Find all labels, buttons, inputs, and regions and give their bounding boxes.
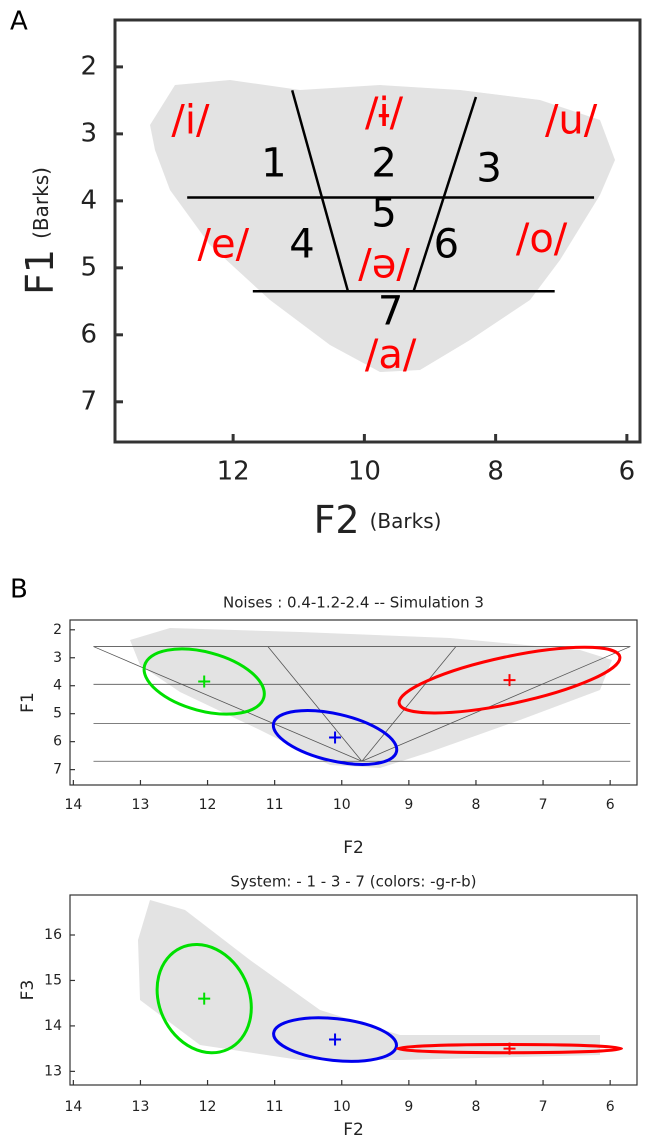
dispersion-ellipse bbox=[142, 647, 266, 716]
x-axis-label: F2 (Barks) bbox=[314, 498, 442, 542]
y-tick-label: 5 bbox=[53, 706, 62, 722]
x-axis-unit: (Barks) bbox=[370, 509, 442, 533]
x-axis-label: F2 bbox=[343, 838, 364, 858]
center-cross bbox=[329, 731, 342, 744]
center-cross bbox=[503, 674, 516, 687]
plot-frame bbox=[113, 18, 642, 444]
annotation: 6 bbox=[434, 221, 459, 267]
x-tick-label: 10 bbox=[333, 1099, 351, 1115]
y-axis-title: F1 bbox=[18, 692, 38, 713]
y-axis-unit: (Barks) bbox=[29, 167, 53, 239]
x-tick-label: 13 bbox=[132, 797, 150, 813]
y-tick-label: 4 bbox=[80, 185, 97, 215]
y-tick-label: 13 bbox=[44, 1063, 62, 1079]
panel-label: B bbox=[10, 575, 28, 605]
x-tick-label: 6 bbox=[606, 797, 615, 813]
region-line bbox=[290, 89, 350, 292]
center-cross bbox=[329, 1033, 342, 1046]
y-tick-label: 7 bbox=[53, 762, 62, 778]
annotation: 2 bbox=[371, 140, 396, 186]
point-cloud bbox=[150, 80, 615, 372]
region-line bbox=[361, 646, 631, 762]
y-axis-title: F3 bbox=[18, 980, 38, 1001]
annotation: 4 bbox=[289, 221, 314, 267]
y-tick-label: 6 bbox=[53, 734, 62, 750]
y-tick-label: 3 bbox=[53, 650, 62, 666]
y-tick-label: 4 bbox=[53, 678, 62, 694]
plot-frame bbox=[69, 619, 638, 786]
x-tick-label: 9 bbox=[404, 1099, 413, 1115]
annotation: 7 bbox=[378, 288, 403, 334]
x-tick-label: 12 bbox=[199, 797, 217, 813]
region-line bbox=[93, 646, 363, 762]
dispersion-ellipse bbox=[271, 709, 399, 766]
annotation: /a/ bbox=[365, 332, 417, 378]
x-tick-label: 8 bbox=[471, 1099, 480, 1115]
annotation: 3 bbox=[476, 146, 501, 192]
dispersion-ellipse bbox=[397, 645, 622, 715]
x-tick-label: 12 bbox=[199, 1099, 217, 1115]
panel-label: A bbox=[10, 7, 28, 37]
y-axis-label: F1 (Barks) bbox=[18, 167, 62, 295]
annotation: /ə/ bbox=[358, 242, 410, 288]
point-cloud bbox=[130, 628, 612, 768]
x-tick-label: 14 bbox=[64, 1099, 82, 1115]
y-tick-label: 15 bbox=[44, 972, 62, 988]
annotation: 5 bbox=[371, 191, 396, 237]
y-tick-label: 3 bbox=[80, 118, 97, 148]
x-tick-label: 11 bbox=[266, 797, 284, 813]
chart-title: System: - 1 - 3 - 7 (colors: -g-r-b) bbox=[231, 873, 477, 891]
x-tick-label: 10 bbox=[333, 797, 351, 813]
y-tick-label: 16 bbox=[44, 927, 62, 943]
y-axis-label: F1 bbox=[18, 692, 38, 713]
x-axis-title: F2 bbox=[343, 1120, 364, 1140]
plot-frame bbox=[69, 894, 638, 1086]
annotation: /o/ bbox=[516, 216, 568, 262]
x-tick-label: 8 bbox=[487, 457, 504, 487]
x-tick-label: 6 bbox=[606, 1099, 615, 1115]
region-line bbox=[412, 96, 478, 292]
x-tick-label: 10 bbox=[348, 457, 381, 487]
center-cross bbox=[503, 1042, 516, 1055]
y-tick-label: 2 bbox=[53, 622, 62, 638]
annotation: /ɨ/ bbox=[365, 90, 404, 136]
annotation: /e/ bbox=[198, 221, 250, 267]
annotation: /i/ bbox=[171, 97, 210, 143]
dispersion-ellipse bbox=[155, 943, 253, 1055]
x-tick-label: 9 bbox=[404, 797, 413, 813]
x-tick-label: 12 bbox=[217, 457, 250, 487]
chart-title: Noises : 0.4-1.2-2.4 -- Simulation 3 bbox=[223, 594, 484, 612]
y-axis-label: F3 bbox=[18, 980, 38, 1001]
center-cross bbox=[198, 675, 211, 688]
x-tick-label: 11 bbox=[266, 1099, 284, 1115]
x-axis-title: F2 bbox=[343, 838, 364, 858]
x-tick-label: 8 bbox=[471, 797, 480, 813]
point-cloud bbox=[138, 900, 600, 1060]
x-tick-label: 13 bbox=[132, 1099, 150, 1115]
x-axis-label: F2 bbox=[343, 1120, 364, 1140]
x-tick-label: 7 bbox=[539, 1099, 548, 1115]
y-tick-label: 6 bbox=[80, 319, 97, 349]
x-tick-label: 14 bbox=[64, 797, 82, 813]
annotation: /u/ bbox=[545, 97, 598, 143]
y-axis-title: F1 bbox=[18, 249, 62, 295]
region-line bbox=[267, 646, 363, 762]
region-line bbox=[361, 646, 457, 762]
y-tick-label: 2 bbox=[80, 51, 97, 81]
y-tick-label: 7 bbox=[80, 386, 97, 416]
x-tick-label: 7 bbox=[539, 797, 548, 813]
annotation: 1 bbox=[261, 140, 286, 186]
center-cross bbox=[198, 992, 211, 1005]
dispersion-ellipse bbox=[272, 1016, 398, 1063]
x-axis-title: F2 bbox=[314, 498, 360, 542]
y-tick-label: 5 bbox=[80, 252, 97, 282]
x-tick-label: 6 bbox=[619, 457, 636, 487]
y-tick-label: 14 bbox=[44, 1018, 62, 1034]
